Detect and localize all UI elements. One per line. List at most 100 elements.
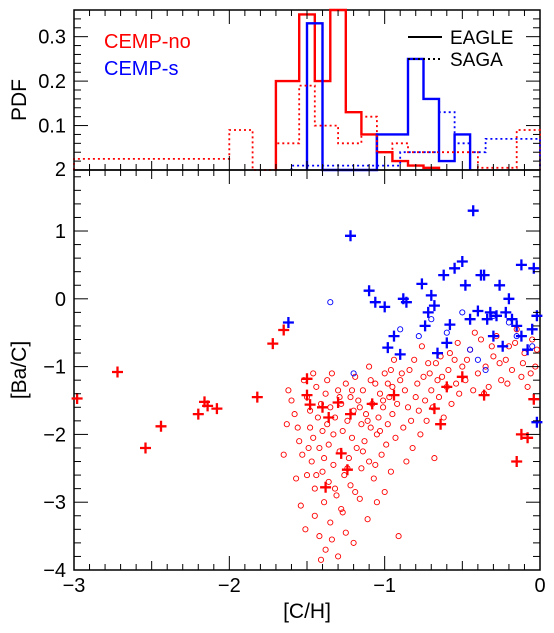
point-cemp-no-eagle (508, 366, 516, 374)
point-cemp-no-eagle (366, 458, 373, 465)
point-cemp-no-eagle (291, 411, 298, 418)
point-cemp-no-saga (441, 381, 453, 393)
top-bottom-tick-label: 2 (55, 159, 66, 181)
point-cemp-no-eagle (397, 377, 404, 384)
point-cemp-no-eagle (339, 509, 346, 516)
point-cemp-no-saga (320, 481, 332, 493)
point-cemp-no-eagle (504, 380, 511, 387)
point-cemp-s-saga (491, 310, 502, 322)
point-cemp-no-eagle (432, 360, 439, 367)
point-cemp-no-eagle (384, 380, 391, 387)
point-cemp-no-saga (304, 399, 316, 411)
point-cemp-no-eagle (330, 461, 337, 468)
scatter-y-tick-labels: −4 −3 −2 −1 0 1 (43, 221, 66, 582)
point-cemp-no-eagle (305, 444, 312, 452)
point-cemp-s-eagle (397, 326, 404, 333)
scatter-x-tick-label: −3 (63, 575, 86, 597)
point-cemp-no-saga (211, 403, 223, 415)
point-cemp-no-eagle (327, 519, 334, 526)
point-cemp-no-saga (366, 398, 378, 410)
point-cemp-no-eagle (325, 478, 332, 485)
point-cemp-no-eagle (394, 400, 401, 407)
point-cemp-no-eagle (341, 472, 348, 479)
point-cemp-no-eagle (316, 444, 323, 452)
point-cemp-no-saga (345, 408, 356, 420)
top-y-axis-label: PDF (8, 79, 31, 121)
point-cemp-s-saga (497, 340, 509, 352)
point-cemp-no-saga (428, 403, 440, 415)
point-cemp-no-eagle (415, 407, 422, 414)
point-cemp-no-eagle (324, 377, 331, 384)
pdf-histogram-panel: 0.1 0.2 0.3 2 PDF CEMP-no CEMP-s EAGLE SAG… (8, 8, 541, 181)
point-cemp-no-eagle (434, 377, 441, 384)
point-cemp-no-saga (323, 412, 335, 423)
point-cemp-s-saga (400, 296, 412, 308)
point-cemp-no-eagle (477, 336, 485, 343)
point-cemp-s-saga (432, 347, 443, 359)
point-cemp-s-saga (503, 293, 515, 305)
point-cemp-no-eagle (384, 421, 391, 428)
point-cemp-no-eagle (353, 444, 360, 452)
point-cemp-no-eagle (347, 482, 354, 489)
point-cemp-s-saga (506, 313, 518, 325)
point-cemp-s-saga (369, 296, 381, 308)
point-cemp-no-eagle (381, 488, 388, 496)
point-cemp-no-saga (388, 389, 400, 401)
point-cemp-no-eagle (456, 390, 463, 397)
point-cemp-s-saga (363, 285, 375, 297)
point-cemp-s-saga (494, 279, 506, 291)
point-cemp-no-saga (301, 373, 313, 385)
point-cemp-no-eagle (321, 455, 328, 462)
scatter-y-tick-label: −1 (43, 357, 66, 379)
point-cemp-no-eagle (417, 431, 424, 438)
point-cemp-s-saga (282, 317, 294, 328)
point-cemp-no-eagle (423, 417, 430, 424)
point-cemp-s-eagle (505, 319, 512, 326)
point-cemp-no-eagle (380, 397, 387, 404)
point-cemp-s-saga (388, 330, 400, 342)
point-cemp-no-eagle (317, 556, 325, 563)
point-cemp-s-saga (467, 205, 479, 217)
scatter-y-tick-label: 1 (55, 221, 66, 243)
histogram-cemp-no-saga (73, 84, 541, 171)
top-y-tick-label: 0.3 (38, 27, 66, 49)
point-cemp-no-eagle (308, 458, 315, 465)
legend-eagle-label: EAGLE (450, 28, 513, 49)
point-cemp-no-saga (278, 324, 290, 336)
point-cemp-no-eagle (362, 411, 370, 418)
point-cemp-no-eagle (527, 370, 534, 377)
point-cemp-no-eagle (372, 380, 379, 387)
point-cemp-s-saga (345, 230, 356, 242)
point-cemp-no-eagle (454, 339, 461, 346)
point-cemp-no-eagle (471, 329, 478, 336)
point-cemp-no-eagle (440, 414, 447, 421)
point-cemp-no-eagle (335, 553, 342, 560)
point-cemp-no-eagle (358, 421, 365, 428)
point-cemp-s-saga (484, 306, 496, 318)
point-cemp-no-saga (202, 400, 214, 412)
point-cemp-no-eagle (451, 356, 458, 363)
point-cemp-s-eagle (443, 329, 450, 336)
point-cemp-no-eagle (352, 488, 359, 496)
point-cemp-no-eagle (288, 397, 295, 404)
point-cemp-no-eagle (342, 529, 349, 536)
point-cemp-no-eagle (411, 356, 418, 363)
point-cemp-no-eagle (296, 438, 303, 445)
point-cemp-no-eagle (378, 451, 385, 458)
point-cemp-s-saga (500, 306, 512, 318)
point-cemp-no-eagle (490, 353, 497, 360)
point-cemp-no-eagle (302, 526, 309, 533)
top-panel-ticks (73, 10, 541, 170)
point-cemp-s-saga (481, 313, 493, 325)
scatter-ticks (73, 170, 541, 571)
scatter-y-tick-label: −2 (43, 424, 66, 446)
point-cemp-s-eagle (474, 356, 481, 363)
point-cemp-no-eagle (474, 370, 481, 377)
point-cemp-s-saga (472, 305, 484, 317)
point-cemp-no-eagle (359, 387, 366, 394)
scatter-y-tick-label: 0 (55, 289, 66, 311)
point-cemp-no-eagle (387, 468, 394, 475)
point-cemp-s-saga (515, 259, 527, 271)
point-cemp-no-eagle (342, 380, 349, 387)
point-cemp-no-eagle (406, 366, 413, 374)
